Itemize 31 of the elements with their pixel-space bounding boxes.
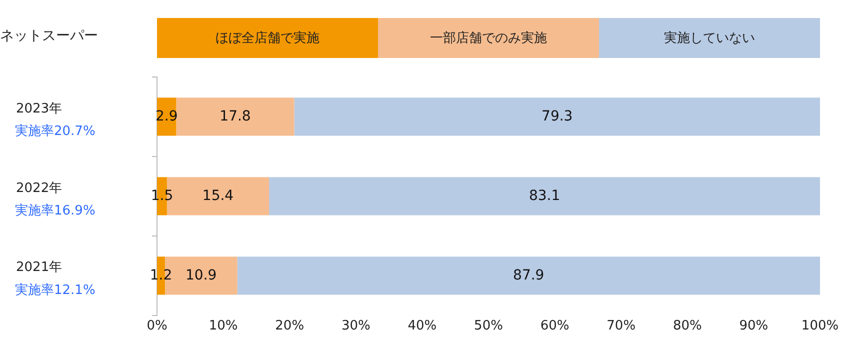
x-tick-label: 20% bbox=[275, 318, 304, 334]
bar bbox=[294, 98, 820, 136]
x-tick-label: 100% bbox=[801, 318, 839, 334]
data-label: 17.8 bbox=[220, 108, 251, 124]
x-tick-label: 50% bbox=[474, 318, 503, 334]
x-tick-label: 40% bbox=[408, 318, 437, 334]
y-tick-label: 2022年 bbox=[16, 180, 62, 196]
data-label: 15.4 bbox=[202, 188, 234, 204]
bar bbox=[237, 256, 820, 295]
data-label: 83.1 bbox=[528, 188, 560, 204]
text: 実施率16.9% bbox=[15, 202, 96, 219]
x-tick-label: 80% bbox=[672, 318, 702, 334]
bar bbox=[269, 177, 820, 216]
data-label: 79.3 bbox=[542, 108, 573, 124]
text: 実施率20.7% bbox=[15, 123, 96, 140]
x-tick-label: 60% bbox=[540, 318, 570, 334]
y-tick-label: 2021年 bbox=[16, 260, 62, 276]
text: ほぼ全店舗で実施 bbox=[157, 18, 378, 58]
data-label: 10.9 bbox=[186, 267, 217, 284]
x-tick-label: 90% bbox=[739, 318, 768, 334]
bar bbox=[176, 98, 294, 136]
y-tick-label: 2023年 bbox=[16, 101, 62, 116]
x-tick-label: 70% bbox=[606, 318, 636, 334]
data-label: 87.9 bbox=[513, 267, 544, 284]
x-tick-label: 30% bbox=[341, 318, 370, 334]
x-tick-label: 0% bbox=[146, 318, 168, 334]
text: 一部店舗でのみ実施 bbox=[378, 18, 599, 58]
chart-title: ネットスーパー bbox=[0, 27, 98, 45]
x-tick-label: 10% bbox=[208, 318, 238, 334]
text: 実施率12.1% bbox=[15, 282, 96, 298]
text: 実施していない bbox=[599, 18, 820, 58]
